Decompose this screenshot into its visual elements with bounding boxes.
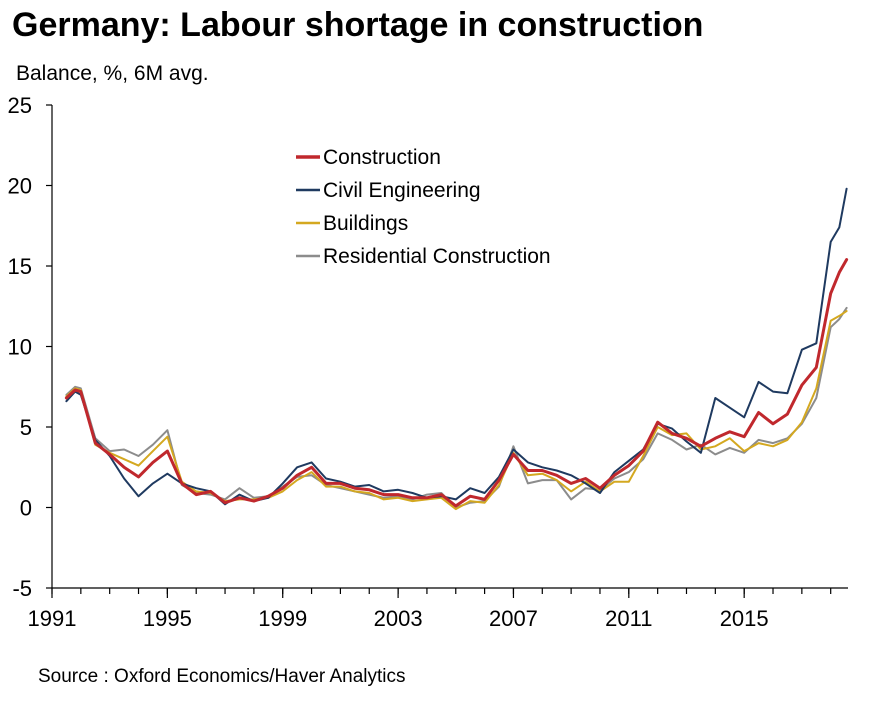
chart-axes: -5 0 5 10 15 20 25 1991 1995 1999 2003 2007 2011 2015 (8, 93, 848, 631)
legend: Construction Civil Engineering Buildings Re… (296, 146, 551, 268)
x-tick-label: 1999 (258, 606, 307, 631)
x-tick-label: 1991 (28, 606, 77, 631)
legend-label-construction: Construction (323, 146, 441, 169)
y-tick-label: -5 (12, 576, 32, 601)
x-tick-label: 2015 (720, 606, 769, 631)
x-tick-label: 2007 (489, 606, 538, 631)
chart-title: Germany: Labour shortage in construction (12, 6, 704, 44)
y-tick-label: 5 (20, 415, 32, 440)
series-line-civil-engineering (65, 187, 848, 506)
y-tick-label: 10 (8, 335, 32, 360)
series-line-construction (64, 258, 849, 508)
series-line-buildings (65, 310, 848, 511)
source-note: Source : Oxford Economics/Haver Analytic… (38, 666, 406, 687)
y-tick-label: 20 (8, 174, 32, 199)
y-tick-label: 0 (20, 496, 32, 521)
x-tick-label: 2003 (374, 606, 423, 631)
y-tick-label: 25 (8, 93, 32, 118)
series-layer (64, 187, 849, 511)
x-tick-label: 1995 (143, 606, 192, 631)
y-tick-label: 15 (8, 254, 32, 279)
legend-label-residential-construction: Residential Construction (323, 245, 551, 268)
legend-label-buildings: Buildings (323, 212, 408, 235)
legend-label-civil-engineering: Civil Engineering (323, 179, 481, 202)
x-tick-label: 2011 (605, 606, 652, 631)
y-axis-unit-label: Balance, %, 6M avg. (16, 62, 209, 85)
